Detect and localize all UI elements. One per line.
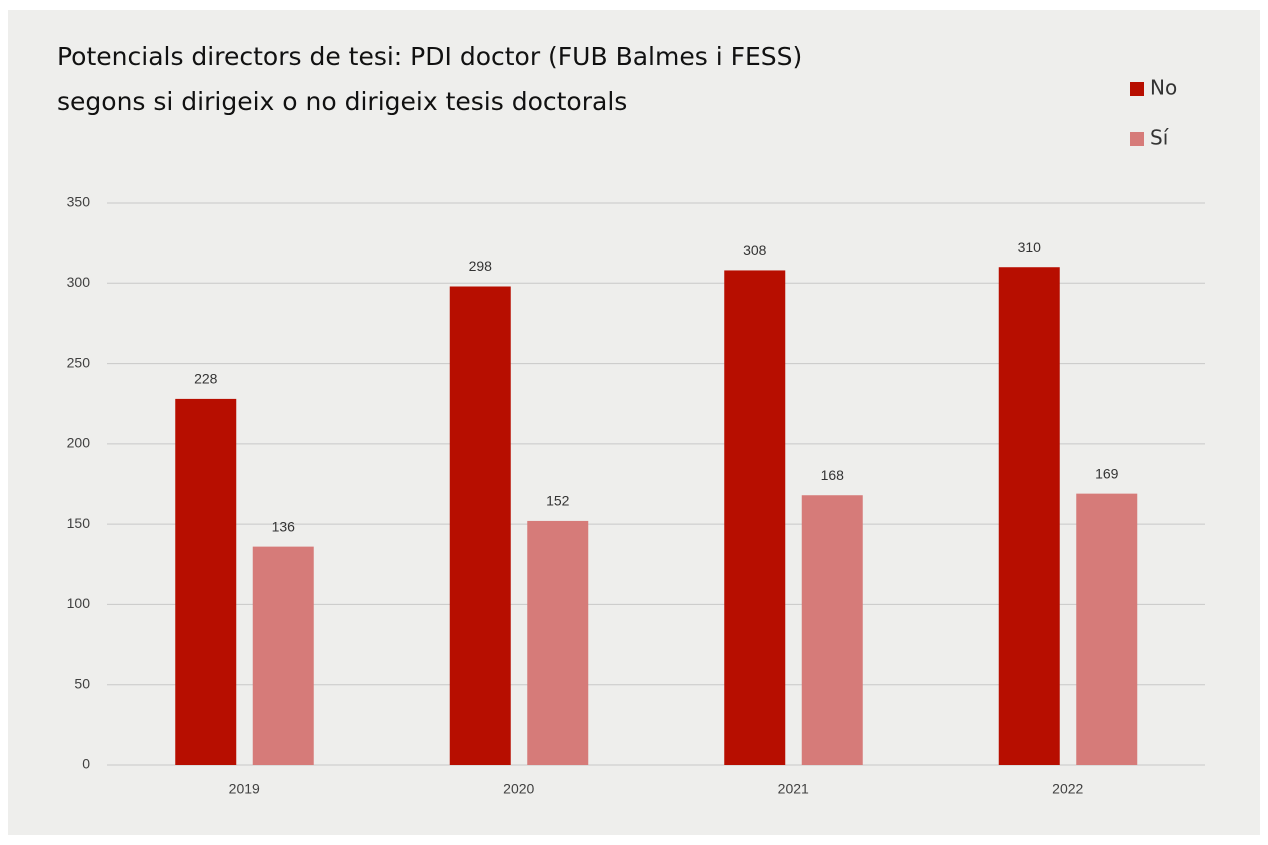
legend-label: Sí bbox=[1150, 126, 1170, 150]
legend-swatch bbox=[1130, 132, 1144, 146]
chart-title: Potencials directors de tesi: PDI doctor… bbox=[57, 42, 802, 71]
y-tick-label: 50 bbox=[74, 675, 90, 691]
y-tick-label: 250 bbox=[67, 354, 91, 370]
y-tick-label: 200 bbox=[67, 435, 91, 451]
value-label: 298 bbox=[469, 258, 493, 274]
x-tick-label: 2022 bbox=[1052, 781, 1083, 797]
bar bbox=[252, 546, 314, 765]
bar bbox=[175, 398, 237, 765]
x-tick-label: 2020 bbox=[503, 781, 534, 797]
value-label: 228 bbox=[194, 371, 218, 387]
bar bbox=[724, 270, 786, 765]
y-tick-label: 0 bbox=[82, 756, 90, 772]
bar bbox=[449, 286, 511, 765]
value-label: 308 bbox=[743, 242, 767, 258]
value-label: 136 bbox=[272, 518, 296, 534]
value-label: 152 bbox=[546, 493, 570, 509]
bar bbox=[1076, 493, 1138, 765]
legend-swatch bbox=[1130, 82, 1144, 96]
value-label: 169 bbox=[1095, 465, 1119, 481]
bar bbox=[527, 520, 589, 765]
bar bbox=[998, 267, 1060, 765]
y-tick-label: 300 bbox=[67, 274, 91, 290]
x-tick-label: 2021 bbox=[778, 781, 809, 797]
bar bbox=[801, 495, 863, 765]
y-tick-label: 350 bbox=[67, 194, 91, 210]
legend-label: No bbox=[1150, 76, 1177, 100]
value-label: 310 bbox=[1018, 239, 1042, 255]
x-tick-label: 2019 bbox=[229, 781, 260, 797]
y-tick-label: 150 bbox=[67, 515, 91, 531]
value-label: 168 bbox=[821, 467, 845, 483]
chart-title: segons si dirigeix o no dirigeix tesis d… bbox=[57, 87, 627, 116]
y-tick-label: 100 bbox=[67, 595, 91, 611]
